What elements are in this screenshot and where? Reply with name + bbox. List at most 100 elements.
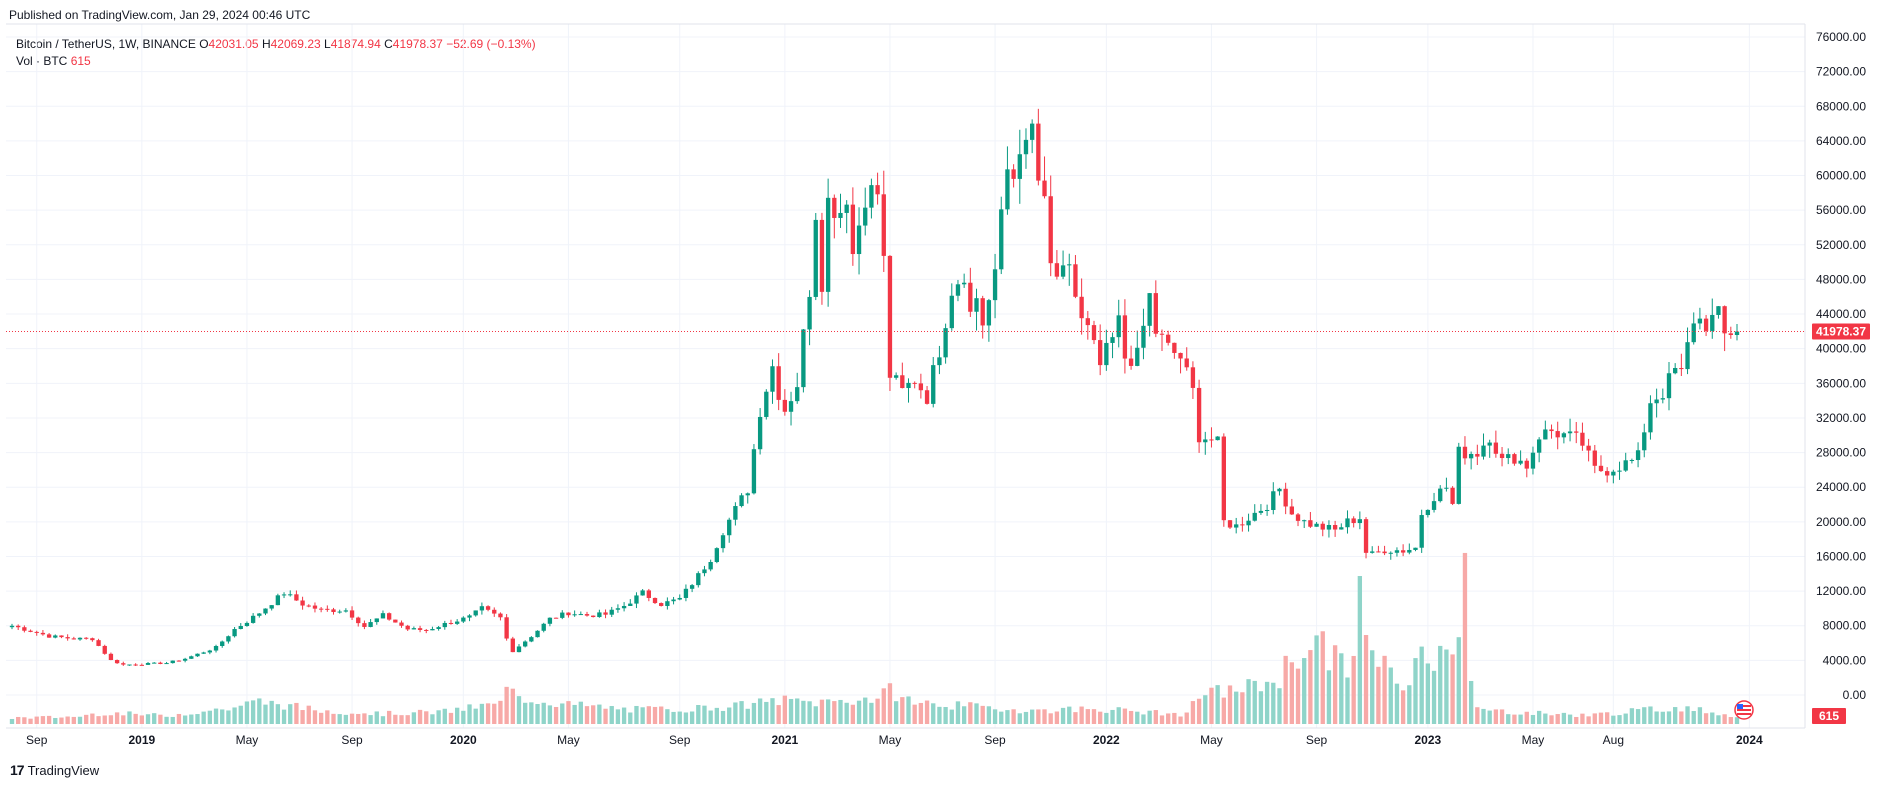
volume-bar [689,711,695,724]
volume-bar [1085,709,1090,724]
candle-body [572,614,577,616]
candle-body [176,660,182,662]
volume-bar [1166,713,1171,724]
volume-bar [479,703,485,724]
candle-body [770,366,775,392]
volume-bar [609,706,614,724]
volume-bar [986,706,992,724]
volume-bar [257,698,262,724]
candle-body [189,656,194,659]
candle-body [1654,399,1659,404]
volume-bar [1654,711,1659,724]
volume-bar [776,705,781,724]
candle-body [992,269,998,301]
volume-bar [912,704,917,724]
volume-bar [1574,716,1579,724]
candle-body [1536,439,1542,453]
volume-bar [53,717,58,724]
candle-body [757,416,763,450]
volume-label[interactable]: Vol · BTC [16,54,68,68]
volume-bar [405,715,410,724]
candle-body [417,628,423,630]
time-axis[interactable]: Sep 2019 May Sep 2020 May Sep 2021 May Sep 2022 May… [26,733,1763,747]
volume-bar [578,701,583,724]
volume-bar [1227,685,1233,724]
volume-bar [1722,714,1727,724]
volume-bar [1419,646,1424,724]
volume-bar [751,702,757,724]
us-flag-icon[interactable] [1734,700,1754,720]
volume-bar [139,715,145,724]
volume-bar [152,713,157,724]
candle-body [980,298,985,326]
volume-bar [1518,714,1523,724]
candle-body [807,296,812,330]
candle-body [943,328,948,358]
candle-body [1728,333,1733,335]
volume-bar [1400,690,1406,724]
volume-bar [294,702,299,724]
volume-bar [1444,649,1449,724]
volume-bar [133,713,138,724]
candle-body [504,617,509,639]
candle-body [1524,460,1529,469]
candle-body [349,610,355,618]
candle-body [1054,263,1060,277]
candle-body [584,614,590,616]
candle-body [875,185,880,195]
candle-body [1555,431,1560,438]
last-volume-badge [1812,708,1846,724]
candle-body [1419,515,1424,548]
y-tick-label: 44000.00 [1816,307,1866,321]
volume-bar [949,709,954,724]
candle-body [1209,439,1214,441]
candle-body [689,585,695,589]
candle-body [603,612,608,615]
candle-body [1462,446,1468,459]
volume-bar [189,714,194,724]
symbol-label[interactable]: Bitcoin / TetherUS, 1W, BINANCE [16,37,196,51]
candle-body [1029,123,1035,140]
volume-bar [399,715,404,724]
candle-body [1122,315,1128,359]
volume-bar [906,696,911,724]
candle-body [566,612,571,616]
chart-grid [6,23,1806,729]
volume-bar [1252,680,1257,724]
volume-bar [535,704,540,724]
candle-body [1110,337,1115,343]
candle-body [1666,373,1672,399]
volume-bar [999,711,1004,724]
candle-body [133,664,138,666]
last-price-label: 41978.37 [1812,323,1870,340]
candle-body [269,605,274,609]
candle-body [510,638,515,653]
candle-body [1271,491,1276,510]
candle-body [1128,358,1134,366]
volume-bar [1326,670,1332,724]
volume-bar [1376,666,1381,724]
volume-bar [708,710,713,724]
footer-brand[interactable]: 17 TradingView [10,762,99,778]
candle-body [1629,459,1635,461]
candle-body [170,660,175,664]
candle-body [949,295,954,329]
volume-bar [84,714,89,724]
candle-body [1326,524,1332,530]
candle-body [832,197,837,218]
volume-bar [121,715,126,724]
candle-body [145,663,151,665]
volume-bar [1073,712,1078,724]
candle-body [1252,512,1257,521]
candle-body [1221,436,1226,521]
volume-bar [182,715,188,724]
volume-bar [714,707,720,724]
volume-bar [1431,670,1437,724]
price-axis[interactable]: 76000.00 72000.00 68000.00 64000.00 60000.00… [1816,30,1866,702]
candle-body [1153,293,1158,334]
candle-body [238,626,243,630]
candle-body [665,601,670,606]
volume-bar [1054,711,1060,724]
candle-body [1617,470,1622,472]
